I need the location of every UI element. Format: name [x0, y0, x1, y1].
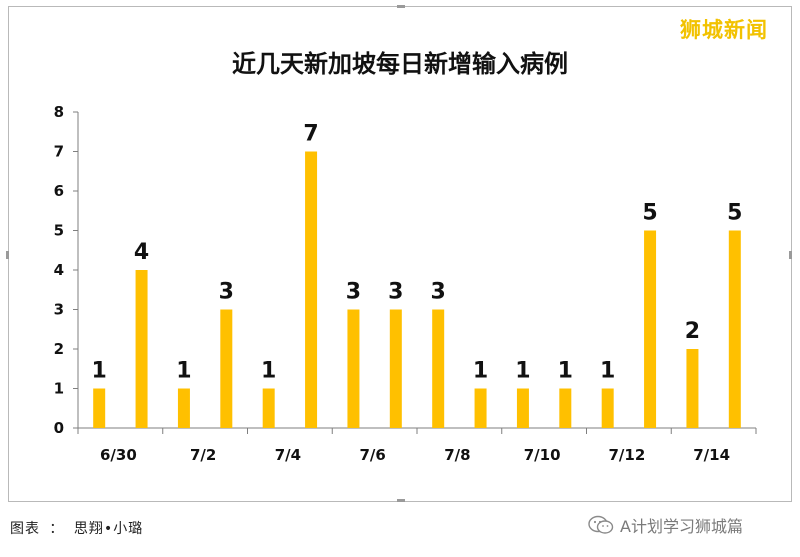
bar-7/4 — [262, 388, 275, 428]
watermark: 狮城新闻 — [680, 18, 768, 42]
data-label-7/4: 1 — [261, 359, 276, 384]
x-tick-label: 7/6 — [359, 446, 385, 464]
data-label-7/15: 5 — [727, 201, 742, 226]
bar-7/10 — [516, 388, 529, 428]
y-tick-label: 2 — [54, 340, 64, 358]
resize-handle-right[interactable] — [789, 251, 792, 259]
data-label-7/9: 1 — [473, 359, 488, 384]
bar-7/8 — [432, 309, 445, 428]
data-label-7/6: 3 — [346, 280, 361, 305]
y-axis: 0 1 2 3 4 5 6 7 8 — [54, 103, 79, 437]
chart-caption: 图表 ： 思翔•小璐 — [10, 521, 144, 537]
bar-7/1 — [135, 270, 148, 428]
x-tick-label: 7/14 — [693, 446, 730, 464]
bar-7/15 — [728, 230, 741, 428]
bar-7/11 — [559, 388, 572, 428]
bar-7/14 — [686, 349, 699, 428]
x-tick-label: 6/30 — [100, 446, 137, 464]
y-tick-label: 8 — [54, 103, 64, 121]
x-tick-label: 7/2 — [190, 446, 216, 464]
chart-title: 近几天新加坡每日新增输入病例 — [232, 50, 568, 78]
credit: A计划学习狮城篇 — [588, 513, 743, 537]
wechat-icon — [588, 515, 614, 534]
bar-7/7 — [389, 309, 402, 428]
bar-7/2 — [177, 388, 190, 428]
y-tick-label: 1 — [54, 380, 64, 398]
data-label-7/12: 1 — [600, 359, 615, 384]
data-label-7/2: 1 — [176, 359, 191, 384]
bar-7/3 — [220, 309, 233, 428]
data-labels: 1 4 1 3 1 7 3 3 3 1 1 1 1 5 2 5 — [92, 122, 743, 384]
x-tick-label: 7/10 — [524, 446, 561, 464]
credit-text: A计划学习狮城篇 — [620, 517, 743, 536]
data-label-7/7: 3 — [388, 280, 403, 305]
bar-7/13 — [644, 230, 657, 428]
data-label-7/11: 1 — [558, 359, 573, 384]
resize-handle-bottom[interactable] — [397, 499, 405, 502]
resize-handle-left[interactable] — [6, 251, 9, 259]
bar-6/30 — [93, 388, 106, 428]
y-tick-label: 4 — [54, 261, 64, 279]
data-label-7/14: 2 — [685, 319, 700, 344]
bar-7/5 — [305, 151, 318, 428]
bars — [93, 151, 741, 428]
data-label-7/13: 5 — [642, 201, 657, 226]
y-tick-label: 3 — [54, 301, 64, 319]
bar-7/12 — [601, 388, 614, 428]
bar-7/9 — [474, 388, 487, 428]
resize-handle-top[interactable] — [397, 5, 405, 8]
data-label-7/8: 3 — [431, 280, 446, 305]
y-tick-label: 0 — [54, 419, 64, 437]
x-tick-label: 7/8 — [444, 446, 470, 464]
x-tick-label: 7/12 — [608, 446, 645, 464]
data-label-7/5: 7 — [303, 122, 318, 147]
data-label-7/1: 4 — [134, 240, 149, 265]
bar-7/6 — [347, 309, 360, 428]
y-tick-label: 5 — [54, 222, 64, 240]
y-tick-label: 6 — [54, 182, 64, 200]
data-label-7/10: 1 — [515, 359, 530, 384]
y-tick-label: 7 — [54, 143, 64, 161]
x-axis: 6/30 7/2 7/4 7/6 7/8 7/10 7/12 7/14 — [77, 427, 757, 464]
data-label-7/3: 3 — [219, 280, 234, 305]
x-tick-label: 7/4 — [275, 446, 301, 464]
data-label-6/30: 1 — [92, 359, 107, 384]
